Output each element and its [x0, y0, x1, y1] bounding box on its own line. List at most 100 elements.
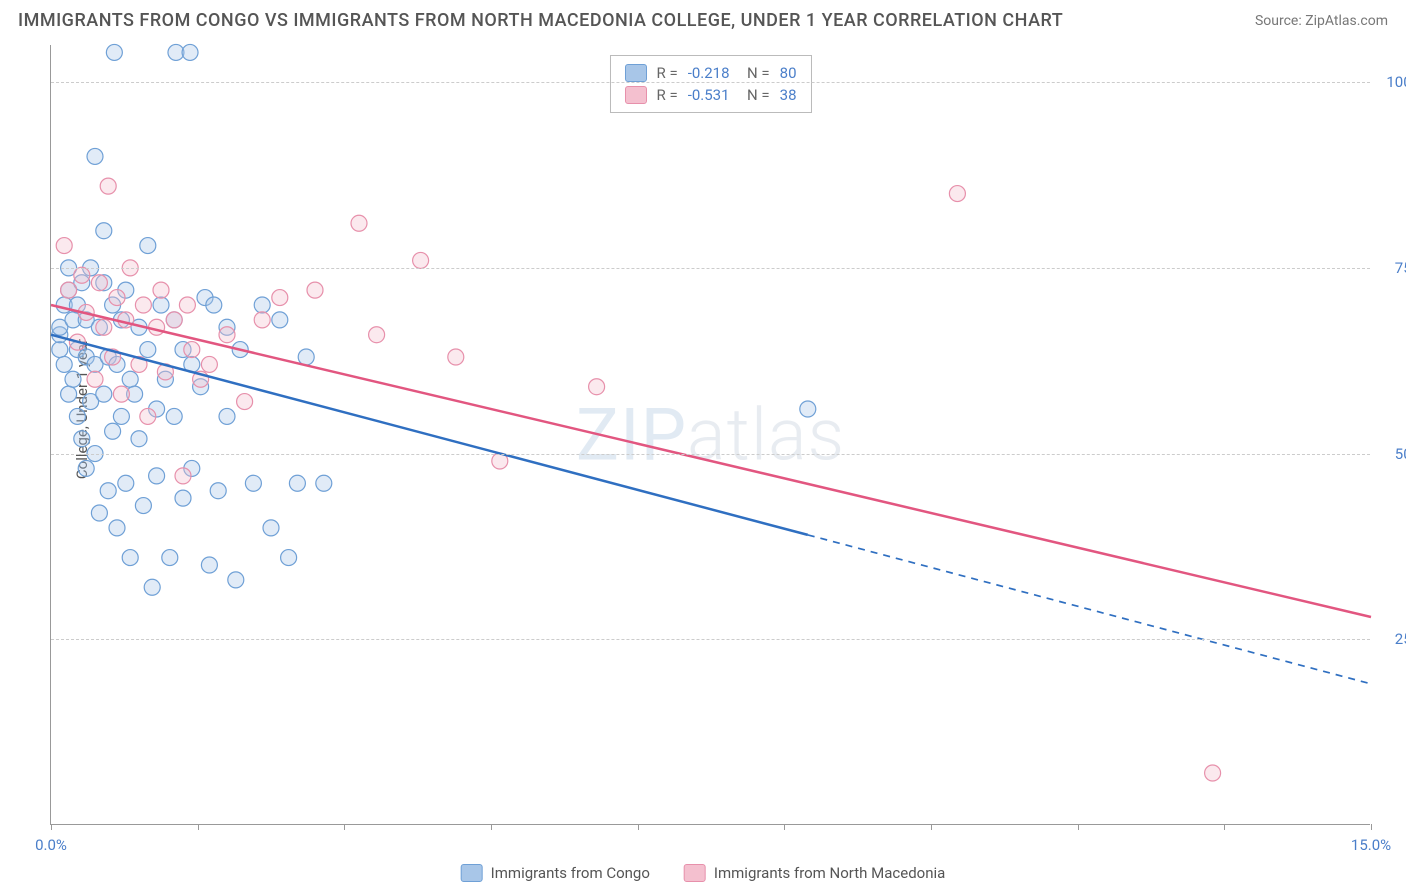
x-tick-mark — [638, 824, 639, 830]
data-point — [113, 408, 129, 424]
data-point — [140, 238, 156, 254]
data-point — [91, 505, 107, 521]
data-point — [122, 550, 138, 566]
data-point — [122, 371, 138, 387]
data-point — [413, 252, 429, 268]
data-point — [118, 475, 134, 491]
data-point — [131, 431, 147, 447]
y-tick-label: 100.0% — [1380, 73, 1406, 91]
trend-line — [51, 305, 1371, 617]
data-point — [289, 475, 305, 491]
data-point — [307, 282, 323, 298]
data-point — [254, 297, 270, 313]
data-point — [206, 297, 222, 313]
data-point — [96, 223, 112, 239]
data-point — [800, 401, 816, 417]
data-point — [87, 148, 103, 164]
data-point — [74, 431, 90, 447]
data-point — [272, 312, 288, 328]
data-point — [153, 297, 169, 313]
data-point — [175, 468, 191, 484]
x-tick-mark — [51, 824, 52, 830]
x-tick-mark — [1224, 824, 1225, 830]
data-point — [245, 475, 261, 491]
data-point — [298, 349, 314, 365]
data-point — [179, 297, 195, 313]
data-point — [109, 290, 125, 306]
x-tick-mark — [1078, 824, 1079, 830]
data-point — [78, 460, 94, 476]
series-legend: Immigrants from Congo Immigrants from Nor… — [461, 864, 946, 882]
data-point — [149, 468, 165, 484]
y-tick-label: 50.0% — [1380, 445, 1406, 463]
plot-area: ZIPatlas R = -0.218 N = 80R = -0.531 N =… — [50, 45, 1370, 825]
data-point — [166, 312, 182, 328]
chart-svg — [51, 45, 1370, 824]
data-point — [61, 282, 77, 298]
x-tick-mark — [344, 824, 345, 830]
data-point — [589, 379, 605, 395]
legend-swatch — [684, 864, 706, 882]
data-point — [109, 520, 125, 536]
data-point — [182, 44, 198, 60]
x-tick-mark — [784, 824, 785, 830]
data-point — [113, 386, 129, 402]
data-point — [263, 520, 279, 536]
data-point — [210, 483, 226, 499]
data-point — [74, 267, 90, 283]
data-point — [351, 215, 367, 231]
data-point — [184, 342, 200, 358]
data-point — [100, 483, 116, 499]
y-tick-label: 75.0% — [1380, 259, 1406, 277]
legend-item: Immigrants from North Macedonia — [684, 864, 945, 882]
data-point — [52, 342, 68, 358]
data-point — [281, 550, 297, 566]
legend-swatch — [461, 864, 483, 882]
data-point — [153, 282, 169, 298]
data-point — [175, 490, 191, 506]
x-tick-mark — [931, 824, 932, 830]
data-point — [56, 238, 72, 254]
data-point — [91, 275, 107, 291]
x-tick-mark — [1371, 824, 1372, 830]
data-point — [166, 408, 182, 424]
data-point — [228, 572, 244, 588]
trend-line — [51, 335, 808, 535]
data-point — [106, 44, 122, 60]
data-point — [135, 498, 151, 514]
x-tick-mark — [491, 824, 492, 830]
data-point — [105, 423, 121, 439]
data-point — [65, 371, 81, 387]
data-point — [135, 297, 151, 313]
data-point — [69, 408, 85, 424]
data-point — [118, 312, 134, 328]
data-point — [316, 475, 332, 491]
data-point — [140, 342, 156, 358]
chart-title: IMMIGRANTS FROM CONGO VS IMMIGRANTS FROM… — [18, 10, 1063, 31]
data-point — [87, 371, 103, 387]
data-point — [100, 178, 116, 194]
data-point — [369, 327, 385, 343]
gridline — [51, 82, 1370, 83]
data-point — [96, 386, 112, 402]
data-point — [56, 356, 72, 372]
data-point — [162, 550, 178, 566]
data-point — [140, 408, 156, 424]
data-point — [61, 386, 77, 402]
data-point — [201, 557, 217, 573]
data-point — [144, 579, 160, 595]
legend-label: Immigrants from Congo — [491, 864, 650, 882]
data-point — [949, 186, 965, 202]
legend-label: Immigrants from North Macedonia — [714, 864, 945, 882]
data-point — [201, 356, 217, 372]
data-point — [219, 408, 235, 424]
data-point — [448, 349, 464, 365]
data-point — [149, 319, 165, 335]
legend-item: Immigrants from Congo — [461, 864, 650, 882]
data-point — [254, 312, 270, 328]
y-tick-label: 25.0% — [1380, 630, 1406, 648]
data-point — [237, 394, 253, 410]
data-point — [1205, 765, 1221, 781]
data-point — [219, 327, 235, 343]
data-point — [272, 290, 288, 306]
